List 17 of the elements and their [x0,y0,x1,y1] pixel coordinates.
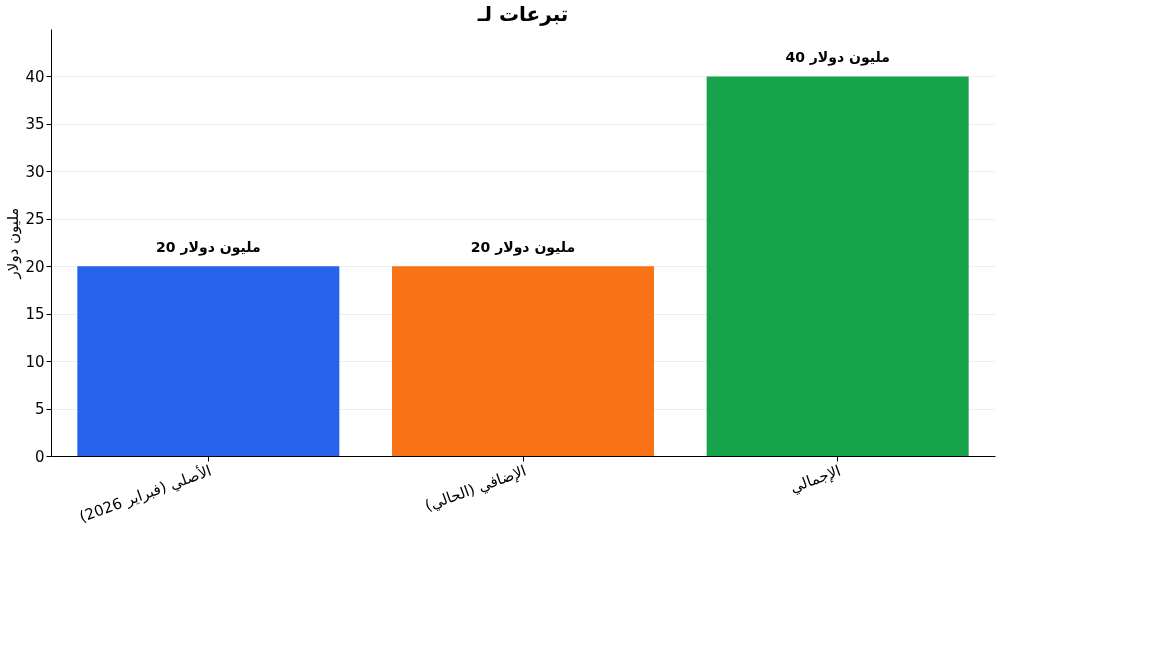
chart-title: تبرعات لـ [476,2,569,26]
y-tick-label: 0 [34,447,45,466]
data-label: 40 مليون دولار [785,49,890,67]
x-tick-label: الأصلي (فبراير 2026) [76,460,215,527]
y-tick-label: 5 [34,400,45,419]
data-label: 20 مليون دولار [156,239,261,257]
y-tick-label: 15 [25,305,45,324]
y-axis-title: مليون دولار [4,207,23,280]
x-tick-label: الإضافي (الحالي) [422,461,529,516]
y-tick-label: 35 [25,115,45,134]
y-tick-label: 25 [25,210,45,229]
y-tick-label: 10 [25,352,45,371]
y-tick-label: 20 [25,257,45,276]
y-tick-label: 30 [25,162,45,181]
x-tick-label: الإجمالي [787,461,844,498]
data-label: 20 مليون دولار [470,239,576,257]
y-tick-label: 40 [25,67,45,86]
